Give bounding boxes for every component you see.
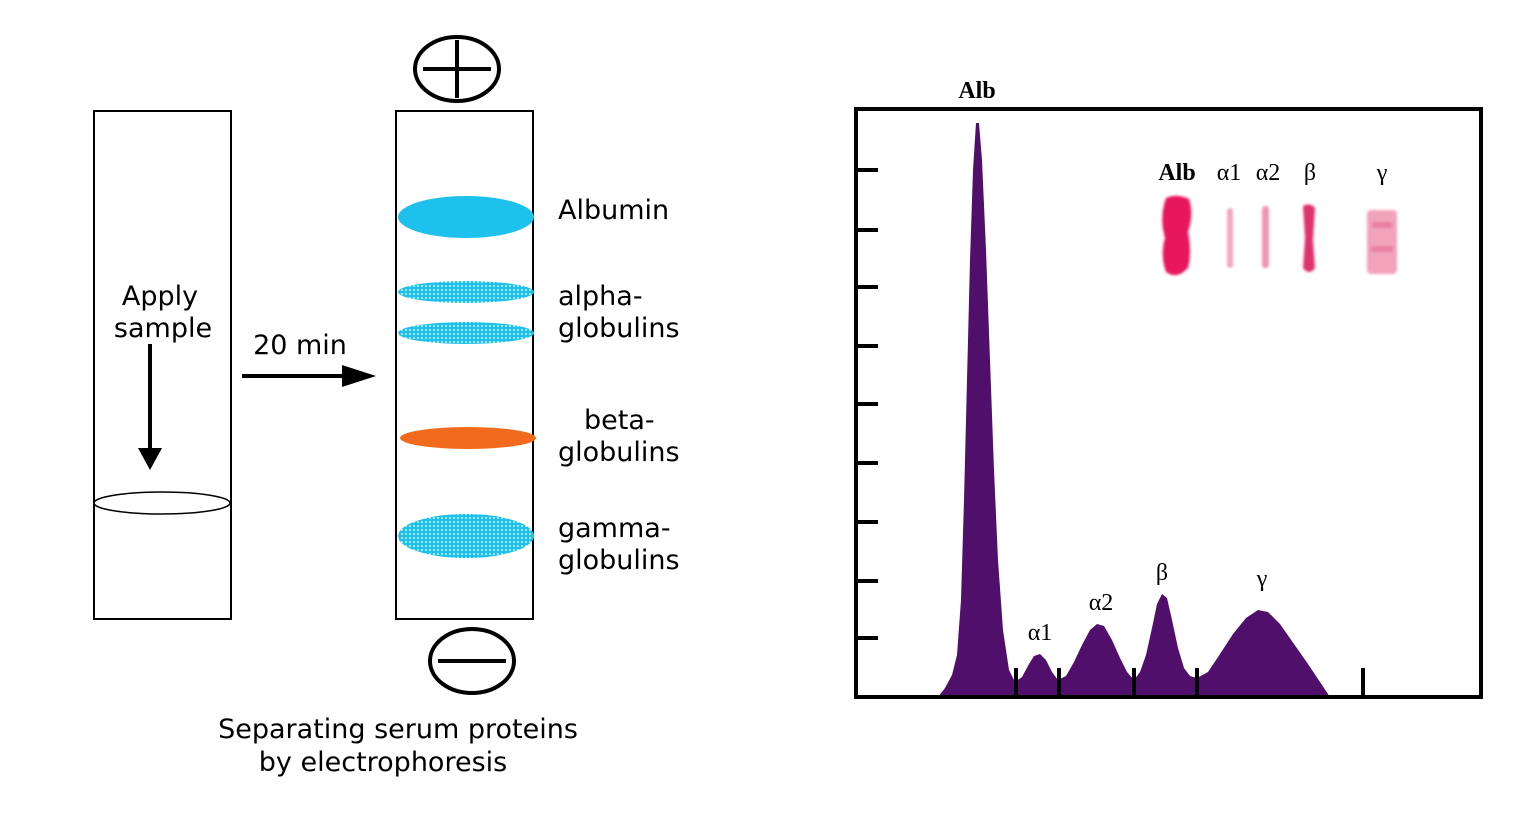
gel-band-gamma [1367, 210, 1397, 274]
gel-band-alpha1 [1227, 208, 1233, 268]
left-diagram: Apply sample 20 min Albumin alpha- g [93, 35, 680, 778]
gel-label-alpha2: α2 [1256, 160, 1281, 186]
gamma-band [398, 514, 534, 558]
plus-electrode-icon [413, 35, 501, 103]
peak-label-alb: Alb [958, 78, 995, 104]
fraction-separators [1014, 668, 1365, 697]
densitometry-chart: Alb α1 α2 β γ Alb α1 α2 β γ [854, 78, 1483, 699]
caption-line2: by electrophoresis [259, 747, 507, 778]
sample-well [93, 491, 231, 515]
apply-sample-label-line2: sample [114, 313, 212, 344]
gamma-label-line2: globulins [558, 545, 680, 576]
sample-tube [93, 110, 232, 620]
alpha-label-line1: alpha- [558, 281, 643, 312]
peak-label-gamma: γ [1256, 566, 1268, 592]
gel-label-beta: β [1304, 160, 1316, 186]
albumin-band [398, 196, 534, 238]
peak-label-beta: β [1156, 560, 1168, 586]
time-label: 20 min [253, 330, 347, 361]
gel-label-alpha1: α1 [1217, 160, 1242, 186]
apply-sample-label-line1: Apply [122, 281, 198, 312]
separation-tube [395, 110, 534, 620]
gel-strip-inset [1162, 195, 1397, 276]
alpha1-band [398, 281, 534, 303]
gel-label-alb: Alb [1158, 160, 1195, 186]
alpha2-band [398, 322, 534, 344]
beta-band [400, 427, 536, 449]
beta-label-line2: globulins [558, 437, 680, 468]
minus-electrode-icon [428, 627, 516, 695]
gel-label-gamma: γ [1376, 160, 1388, 186]
albumin-label: Albumin [558, 195, 669, 226]
gel-band-alb [1162, 195, 1192, 276]
caption-line1: Separating serum proteins [218, 714, 578, 745]
down-arrow-icon [138, 344, 162, 470]
gel-band-beta [1303, 204, 1315, 272]
alpha-label-line2: globulins [558, 313, 680, 344]
gamma-label-line1: gamma- [558, 513, 671, 544]
protein-density-curve [938, 123, 1330, 697]
y-axis-ticks [856, 168, 878, 640]
peak-label-alpha2: α2 [1089, 590, 1114, 616]
right-arrow-icon [242, 365, 376, 387]
beta-label-line1: beta- [584, 405, 655, 436]
gel-band-alpha2 [1262, 206, 1269, 268]
peak-label-alpha1: α1 [1028, 620, 1053, 646]
